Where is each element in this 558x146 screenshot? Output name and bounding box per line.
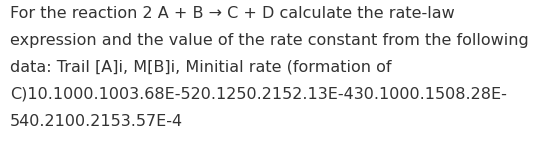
Text: expression and the value of the rate constant from the following: expression and the value of the rate con… xyxy=(10,33,529,48)
Text: C)10.1000.1003.68E-520.1250.2152.13E-430.1000.1508.28E-: C)10.1000.1003.68E-520.1250.2152.13E-430… xyxy=(10,87,507,102)
Text: data: Trail [A]i, M[B]i, Minitial rate (formation of: data: Trail [A]i, M[B]i, Minitial rate (… xyxy=(10,60,392,75)
Text: For the reaction 2 A + B → C + D calculate the rate-law: For the reaction 2 A + B → C + D calcula… xyxy=(10,6,455,21)
Text: 540.2100.2153.57E-4: 540.2100.2153.57E-4 xyxy=(10,114,183,129)
